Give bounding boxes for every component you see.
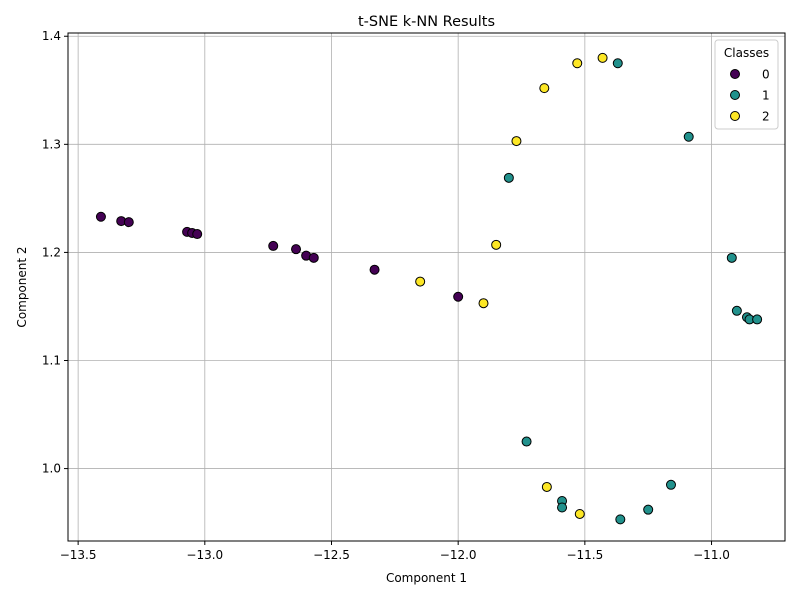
- data-point-class-2: [539, 83, 550, 94]
- y-tick-label: 1.1: [42, 353, 61, 367]
- y-tick-label: 1.3: [42, 137, 61, 151]
- data-point-class-2: [511, 136, 522, 147]
- data-point-class-1: [752, 314, 763, 325]
- data-point-class-2: [541, 481, 552, 492]
- data-point-class-0: [123, 217, 134, 228]
- data-point-class-0: [308, 252, 319, 263]
- legend-label-class-1: 1: [762, 89, 770, 103]
- data-point-class-2: [415, 276, 426, 287]
- legend-title: Classes: [724, 46, 769, 60]
- x-tick-label: −13.0: [186, 548, 223, 562]
- y-tick-label: 1.4: [42, 29, 61, 43]
- data-point-class-0: [268, 240, 279, 251]
- plot-area: [68, 33, 785, 541]
- data-point-class-2: [597, 52, 608, 63]
- y-axis-label: Component 2: [15, 246, 29, 327]
- data-point-class-1: [503, 172, 514, 183]
- data-point-class-1: [521, 436, 532, 447]
- data-point-class-1: [683, 131, 694, 142]
- x-tick-label: −11.5: [566, 548, 603, 562]
- data-point-class-1: [643, 504, 654, 515]
- x-tick-label: −12.0: [440, 548, 477, 562]
- y-tick-label: 1.2: [42, 245, 61, 259]
- x-tick-label: −12.5: [313, 548, 350, 562]
- legend-label-class-2: 2: [762, 110, 770, 124]
- x-tick-label: −13.5: [60, 548, 97, 562]
- y-tick-label: 1.0: [42, 462, 61, 476]
- data-point-class-1: [615, 514, 626, 525]
- data-point-class-1: [731, 305, 742, 316]
- legend-label-class-0: 0: [762, 68, 770, 82]
- legend: Classes 0 1 2: [714, 39, 779, 130]
- data-point-class-1: [665, 479, 676, 490]
- data-point-class-2: [491, 239, 502, 250]
- data-point-class-1: [612, 58, 623, 69]
- data-points: [95, 52, 763, 525]
- legend-box: [714, 39, 779, 130]
- data-point-class-0: [192, 229, 203, 240]
- data-point-class-0: [453, 291, 464, 302]
- legend-marker-class-2: [730, 111, 740, 121]
- x-axis-label: Component 1: [386, 571, 467, 585]
- data-point-class-0: [95, 211, 106, 222]
- legend-marker-class-1: [730, 90, 740, 100]
- data-point-class-2: [574, 508, 585, 519]
- data-point-class-1: [557, 502, 568, 513]
- data-point-class-0: [369, 264, 380, 275]
- data-point-class-0: [291, 244, 302, 255]
- chart-title: t-SNE k-NN Results: [358, 14, 495, 30]
- x-tick-label: −11.0: [693, 548, 730, 562]
- data-point-class-1: [726, 252, 737, 263]
- data-point-class-2: [478, 298, 489, 309]
- axis-ticks: −13.5 −13.0 −12.5 −12.0 −11.5 −11.0 1.0 1.1 1.2 1…: [42, 29, 730, 562]
- legend-marker-class-0: [730, 69, 740, 79]
- grid-lines: [68, 33, 785, 541]
- plot-frame: [67, 32, 786, 542]
- data-point-class-2: [572, 58, 583, 69]
